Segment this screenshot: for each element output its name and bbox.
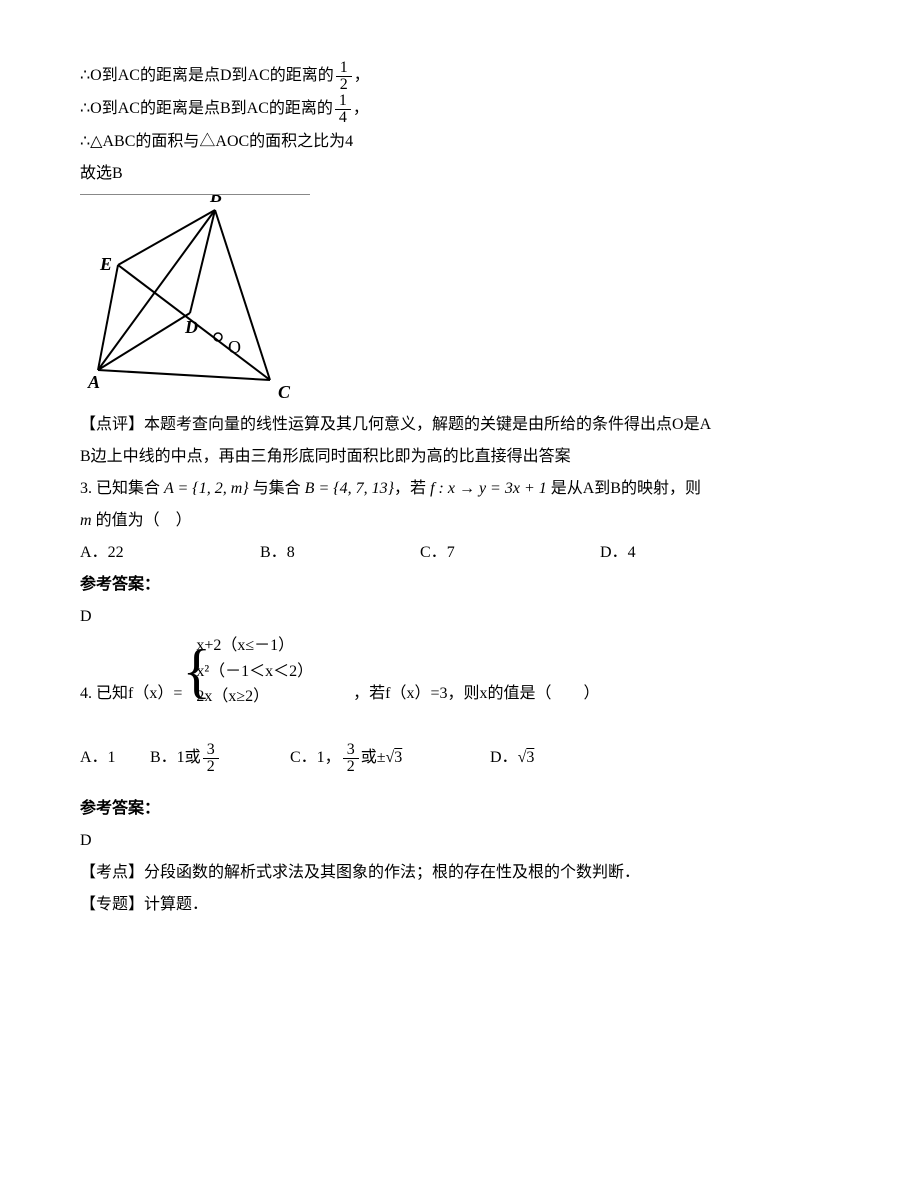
q3-option-b: B．8 [260,537,420,569]
q4-pw-r2: x²（－1＜x＜2） [196,659,313,685]
q4-answer-label: 参考答案： [80,793,840,825]
sqrt-icon: √ [385,749,394,766]
q3-tail: 是从A到B的映射，则 [547,480,701,497]
q3-line2-text: 的值为（ ） [92,512,192,529]
q3-option-d: D．4 [600,537,720,569]
q3-answer: D [80,601,840,633]
q4-zhuanti: 【专题】计算题． [80,889,840,921]
intro-line3: ∴△ABC的面积与△AOC的面积之比为4 [80,126,840,158]
q3-mid2: ，若 [394,480,430,497]
review-line2: B边上中线的中点，再由三角形底同时面积比即为高的比直接得出答案 [80,441,840,473]
q4-option-d: D．√3 [490,742,610,775]
triangle-figure: B E D O A C [80,194,310,405]
q3-options: A．22 B．8 C．7 D．4 [80,537,840,569]
svg-text:B: B [209,194,222,206]
fraction-1-2: 12 [336,60,352,93]
q4-pw-r1: x+2（x≤－1） [196,633,313,659]
q3-m-var: m [80,512,92,529]
q4-options: A．1 B．1或32 C．1，32或±√3 D．√3 [80,742,840,775]
intro-line4: 故选B [80,158,840,190]
q3-num: 3. 已知集合 [80,480,164,497]
q3-line1: 3. 已知集合 A = {1, 2, m} 与集合 B = {4, 7, 13}… [80,473,840,505]
intro-line2-prefix: ∴O到AC的距离是点B到AC的距离的 [80,100,333,117]
q4-option-b: B．1或32 [150,742,290,775]
intro-line1-prefix: ∴O到AC的距离是点D到AC的距离的 [80,67,334,84]
intro-line1: ∴O到AC的距离是点D到AC的距离的12， [80,60,840,93]
brace-icon: { [182,633,211,710]
q3-map: f : x → y = 3x + 1 [430,480,547,497]
q4-spacer [80,710,840,742]
q3-answer-label: 参考答案： [80,569,840,601]
intro-line1-suffix: ， [354,67,370,84]
q4-line: 4. 已知f（x）= { x+2（x≤－1） x²（－1＜x＜2） 2x（x≥2… [80,633,840,710]
q4-prefix: 4. 已知f（x）= [80,678,182,710]
intro-line2-suffix: ， [353,100,369,117]
svg-text:A: A [87,372,100,392]
kaodian-text: 分段函数的解析式求法及其图象的作法；根的存在性及根的个数判断． [144,864,640,881]
q3-mid1: 与集合 [249,480,305,497]
zhuanti-label: 【专题】 [80,896,144,913]
fraction-3-2-c: 32 [343,742,359,775]
svg-text:D: D [184,317,198,337]
q3-option-c: C．7 [420,537,600,569]
q4-answer: D [80,825,840,857]
svg-text:E: E [99,254,112,274]
svg-text:O: O [228,337,241,357]
q4-piecewise: { x+2（x≤－1） x²（－1＜x＜2） 2x（x≥2） [182,633,313,710]
zhuanti-text: 计算题． [144,896,208,913]
q3-line2: m 的值为（ ） [80,505,840,537]
q3-set-a: A = {1, 2, m} [164,480,249,497]
svg-text:C: C [278,382,291,402]
review-label: 【点评】 [80,416,144,433]
fraction-1-4: 14 [335,93,351,126]
review-text-l1: 本题考查向量的线性运算及其几何意义，解题的关键是由所给的条件得出点O是A [144,416,711,433]
q3-option-a: A．22 [80,537,260,569]
kaodian-label: 【考点】 [80,864,144,881]
q4-pw-r3: 2x（x≥2） [196,684,313,710]
q4-option-a: A．1 [80,742,150,775]
fraction-3-2-b: 32 [203,742,219,775]
q4-kaodian: 【考点】分段函数的解析式求法及其图象的作法；根的存在性及根的个数判断． [80,857,840,889]
q4-suffix: ，若f（x）=3，则x的值是（ ） [353,678,599,710]
intro-line2: ∴O到AC的距离是点B到AC的距离的14， [80,93,840,126]
review-line1: 【点评】本题考查向量的线性运算及其几何意义，解题的关键是由所给的条件得出点O是A [80,409,840,441]
q4-option-c: C．1，32或±√3 [290,742,490,775]
q3-set-b: B = {4, 7, 13} [305,480,394,497]
